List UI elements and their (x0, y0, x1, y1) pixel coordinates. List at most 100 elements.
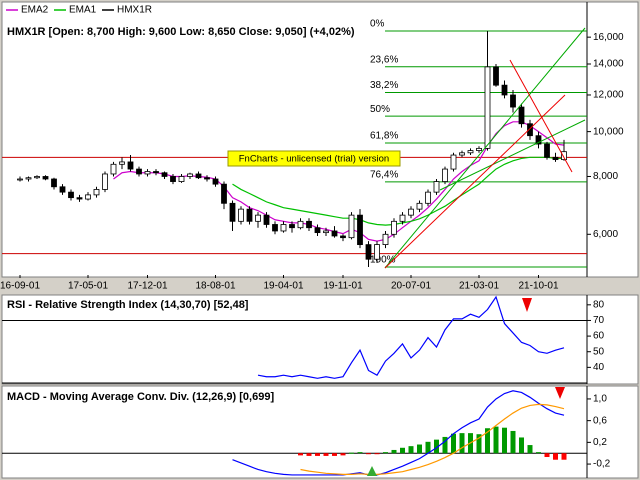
candle-body (535, 135, 542, 145)
x-tick-label: 19-04-01 (263, 281, 303, 292)
candle-body (17, 178, 23, 181)
candle-body (144, 171, 151, 175)
x-tick-label: 19-11-01 (323, 281, 363, 292)
fib-label: 0% (370, 19, 385, 30)
candle-body (34, 176, 40, 179)
histogram-bar (340, 453, 346, 456)
candle-body (195, 173, 202, 179)
candle-body (552, 156, 559, 161)
candle-body (238, 208, 244, 222)
watermark-box (227, 150, 401, 167)
candle-body (314, 227, 321, 234)
candle-body (127, 161, 134, 170)
y-tick-label: 16,000 (593, 32, 624, 43)
candle-body (357, 214, 363, 246)
histogram-bar (298, 453, 303, 456)
histogram-bar (434, 439, 439, 454)
plot-layer: 6,000 8,000 10,000 12,000 14,000 16,000 0% 23,6… (0, 5, 624, 476)
candle-body (229, 202, 236, 222)
trend-line (384, 27, 586, 269)
fib-label: 61,8% (370, 131, 398, 142)
candle-body (433, 181, 440, 193)
x-tick-label: 21-03-01 (459, 281, 499, 292)
chart-title: HMX1R [Open: 8,700 High: 9,600 Low: 8,65… (7, 26, 355, 38)
candle-body (297, 220, 304, 229)
y-tick-label: 6,000 (593, 229, 618, 240)
candle-body (450, 154, 457, 170)
candle-body (331, 230, 338, 237)
histogram-bar (536, 452, 541, 454)
histogram-bar (544, 453, 550, 458)
candle-body (484, 66, 491, 149)
histogram-bar (383, 452, 388, 454)
macd-panel (1, 385, 639, 479)
candle-body (93, 189, 100, 196)
histogram-bar (332, 453, 337, 456)
candle-body (501, 84, 508, 96)
x-tick-label: 21-10-01 (518, 281, 558, 292)
y-tick-label: 1,0 (593, 394, 607, 405)
signal-marker (555, 387, 565, 399)
y-tick-label: 0,6 (593, 415, 607, 426)
trend-line (384, 94, 566, 269)
y-tick-label: 40 (593, 362, 605, 373)
candle-body (76, 197, 83, 200)
candle-body (289, 224, 295, 229)
y-tick-label: 50 (593, 346, 605, 357)
series-line (232, 390, 565, 476)
candle-body (161, 172, 168, 177)
x-tick-label: 16-09-01 (0, 281, 40, 292)
candle-body (170, 176, 176, 182)
histogram-bar (391, 449, 397, 454)
fib-label: 100% (370, 255, 396, 266)
y-tick-label: 10,000 (593, 126, 624, 137)
histogram-bar (502, 427, 507, 454)
candle-body (119, 161, 125, 165)
histogram-bar (510, 430, 516, 454)
y-tick-label: -0,2 (593, 459, 611, 470)
candle-body (246, 208, 253, 222)
trend-line (509, 59, 573, 173)
candle-body (110, 163, 117, 175)
y-tick-label: 0,2 (593, 437, 607, 448)
histogram-bar (561, 453, 567, 460)
legend-label: EMA2 (21, 5, 49, 16)
candle-body (178, 176, 185, 182)
histogram-bar (323, 453, 329, 456)
histogram-bar (527, 445, 533, 454)
signal-marker (522, 298, 532, 312)
candle-body (518, 106, 525, 125)
candle-body (42, 176, 49, 180)
candle-body (510, 94, 516, 108)
watermark: FnCharts - unlicensed (trial) version (239, 154, 389, 165)
candle-body (416, 202, 423, 210)
histogram-bar (519, 437, 524, 454)
series-line (300, 403, 565, 475)
candle-body (399, 214, 406, 222)
candle-body (153, 171, 159, 174)
signal-marker (367, 466, 377, 476)
histogram-bar (493, 426, 499, 454)
x-tick-label: 17-12-01 (127, 281, 167, 292)
x-tick-label: 20-07-01 (391, 281, 431, 292)
chart-title: RSI - Relative Strength Index (14,30,70)… (7, 299, 249, 311)
candle-body (102, 173, 108, 190)
main-panel (1, 1, 639, 278)
candle-body (263, 214, 270, 225)
trend-line (439, 119, 586, 191)
candle-body (255, 214, 261, 222)
histogram-bar (451, 433, 456, 454)
fib-label: 50% (370, 104, 390, 115)
histogram-bar (476, 434, 482, 454)
y-tick-label: 70 (593, 315, 605, 326)
histogram-bar (553, 453, 558, 460)
candle-body (280, 224, 287, 232)
candle-body (442, 168, 448, 182)
candle-body (391, 220, 397, 235)
x-tick-label: 17-05-01 (68, 281, 108, 292)
candle-body (467, 150, 474, 154)
histogram-bar (442, 436, 448, 454)
candle-body (221, 183, 227, 204)
